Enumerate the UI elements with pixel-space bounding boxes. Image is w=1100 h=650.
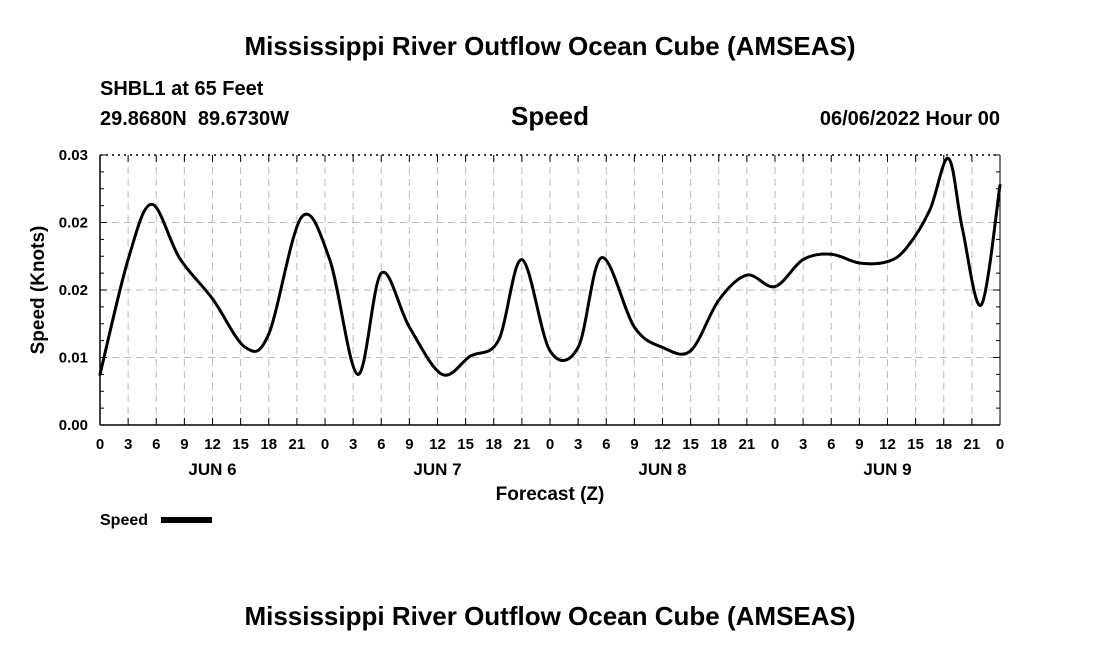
chart-title: Mississippi River Outflow Ocean Cube (AM… xyxy=(244,31,855,61)
x-tick-label: 12 xyxy=(654,436,671,453)
run-time-label: 06/06/2022 Hour 00 xyxy=(820,108,1000,130)
day-label: JUN 7 xyxy=(413,460,461,479)
x-tick-label: 0 xyxy=(546,436,554,453)
y-tick-label: 0.03 xyxy=(59,147,88,164)
variable-title: Speed xyxy=(511,101,589,131)
x-tick-label: 3 xyxy=(349,436,357,453)
x-tick-label: 6 xyxy=(827,436,835,453)
x-axis-label: Forecast (Z) xyxy=(496,484,605,505)
x-tick-label: 18 xyxy=(260,436,277,453)
x-tick-label: 21 xyxy=(964,436,981,453)
y-tick-label: 0.00 xyxy=(59,417,88,434)
x-tick-label: 21 xyxy=(739,436,756,453)
x-tick-label: 15 xyxy=(682,436,699,453)
x-tick-label: 9 xyxy=(405,436,413,453)
x-tick-label: 3 xyxy=(124,436,132,453)
x-tick-label: 0 xyxy=(96,436,104,453)
day-label: JUN 9 xyxy=(863,460,911,479)
day-label: JUN 6 xyxy=(188,460,236,479)
coordinates-label: 29.8680N 89.6730W xyxy=(100,108,289,130)
x-tick-label: 18 xyxy=(935,436,952,453)
x-tick-label: 9 xyxy=(180,436,188,453)
x-tick-label: 12 xyxy=(429,436,446,453)
x-tick-label: 12 xyxy=(879,436,896,453)
x-tick-label: 3 xyxy=(574,436,582,453)
x-tick-label: 18 xyxy=(485,436,502,453)
legend-label: Speed xyxy=(100,512,148,529)
x-tick-label: 3 xyxy=(799,436,807,453)
x-tick-label: 6 xyxy=(602,436,610,453)
x-tick-label: 15 xyxy=(232,436,249,453)
y-tick-label: 0.02 xyxy=(59,282,88,299)
x-tick-label: 21 xyxy=(289,436,306,453)
x-tick-label: 12 xyxy=(204,436,221,453)
y-tick-label: 0.02 xyxy=(59,215,88,232)
x-tick-label: 0 xyxy=(996,436,1004,453)
x-tick-label: 18 xyxy=(710,436,727,453)
x-tick-label: 15 xyxy=(907,436,924,453)
x-tick-label: 6 xyxy=(377,436,385,453)
day-label: JUN 8 xyxy=(638,460,686,479)
x-tick-label: 0 xyxy=(771,436,779,453)
x-tick-label: 6 xyxy=(152,436,160,453)
station-label: SHBL1 at 65 Feet xyxy=(100,78,264,100)
footer-title: Mississippi River Outflow Ocean Cube (AM… xyxy=(244,601,855,631)
speed-series-line xyxy=(98,156,1002,377)
x-tick-label: 9 xyxy=(630,436,638,453)
x-tick-label: 9 xyxy=(855,436,863,453)
x-tick-label: 0 xyxy=(321,436,329,453)
x-tick-label: 15 xyxy=(457,436,474,453)
y-axis-label: Speed (Knots) xyxy=(28,226,49,355)
y-tick-label: 0.01 xyxy=(59,350,88,367)
plot-area: 0 3 6 9 12 15 18 21 0 3 6 9 12 15 18 21 0 3 6 9 12 15 18 21 0 3 6 9… xyxy=(59,147,1004,479)
x-tick-label: 21 xyxy=(514,436,531,453)
